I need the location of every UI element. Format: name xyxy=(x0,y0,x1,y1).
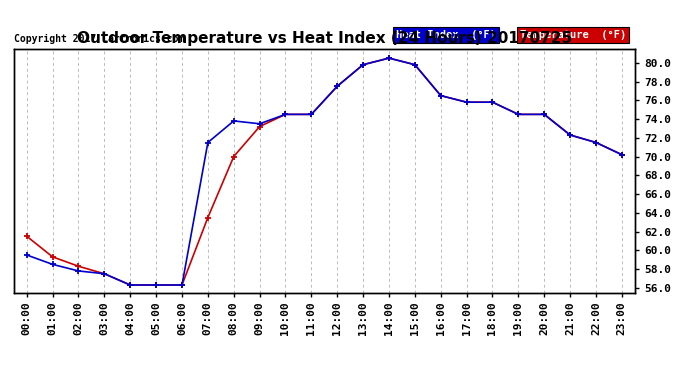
Title: Outdoor Temperature vs Heat Index (24 Hours) 20170725: Outdoor Temperature vs Heat Index (24 Ho… xyxy=(77,31,572,46)
Text: Copyright 2017 Cartronics.com: Copyright 2017 Cartronics.com xyxy=(14,34,184,44)
Text: Temperature  (°F): Temperature (°F) xyxy=(520,30,626,40)
Text: Heat Index  (°F): Heat Index (°F) xyxy=(396,30,495,40)
